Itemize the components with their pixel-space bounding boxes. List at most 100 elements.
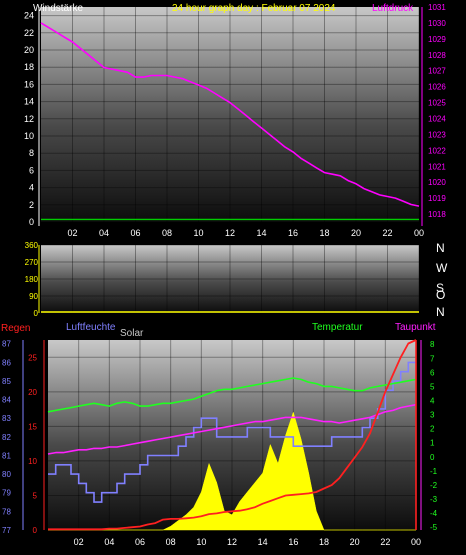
wind-tick-label: 8: [29, 148, 34, 158]
chart-title: 24 hour graph day : Februar 07 2024: [172, 3, 336, 14]
temperature-tick-label: 4: [430, 397, 435, 406]
rain-humidity-plot-area: [48, 340, 416, 530]
temperature-tick-label: 8: [430, 340, 435, 349]
pressure-tick-label: 1024: [428, 114, 446, 123]
pressure-tick-label: 1029: [428, 35, 446, 44]
wind-tick-label: 12: [24, 114, 34, 124]
direction-tick-label: 270: [25, 258, 39, 267]
time-tick-label-bottom: 02: [74, 537, 84, 547]
direction-tick-label: 360: [25, 241, 39, 250]
wind-tick-label: 14: [24, 97, 34, 107]
rain-tick-label: 20: [28, 388, 37, 397]
pressure-tick-label: 1026: [428, 83, 446, 92]
humidity-tick-label: 81: [2, 451, 11, 460]
direction-tick-label: 0: [34, 309, 39, 318]
time-tick-label-bottom: 16: [288, 537, 298, 547]
pressure-tick-label: 1023: [428, 130, 446, 139]
direction-tick-label: 180: [25, 275, 39, 284]
pressure-line: [40, 22, 420, 207]
wind-tick-label: 10: [24, 131, 34, 141]
wind-direction-plot-area: [41, 245, 419, 313]
rain-tick-label: 10: [28, 457, 37, 466]
time-tick-label-top: 08: [162, 228, 172, 238]
time-tick-label-bottom: 08: [166, 537, 176, 547]
time-tick-label-bottom: 20: [350, 537, 360, 547]
humidity-line: [48, 361, 416, 503]
rain-tick-label: 15: [28, 422, 37, 431]
temperature-tick-label: 1: [430, 439, 435, 448]
humidity-tick-label: 78: [2, 507, 11, 516]
wind-pressure-plot-area: [41, 7, 419, 222]
temperature-tick-label: -4: [430, 509, 438, 518]
time-tick-label-top: 20: [351, 228, 361, 238]
compass-label-w: W: [436, 261, 448, 275]
temperature-tick-label: 3: [430, 411, 435, 420]
rain-tick-label: 0: [33, 526, 38, 535]
time-tick-label-top: 10: [193, 228, 203, 238]
wind-tick-label: 20: [24, 45, 34, 55]
time-tick-label-bottom: 04: [104, 537, 114, 547]
time-tick-label-top: 18: [319, 228, 329, 238]
time-tick-label-top: 02: [67, 228, 77, 238]
time-tick-label-bottom: 14: [258, 537, 268, 547]
humidity-tick-label: 83: [2, 414, 11, 423]
time-tick-label-top: 06: [130, 228, 140, 238]
pressure-tick-label: 1019: [428, 194, 446, 203]
humidity-tick-label: 77: [2, 526, 11, 535]
humidity-tick-label: 82: [2, 433, 11, 442]
wind-axis-label: Windstärke: [33, 3, 83, 14]
time-tick-label-bottom: 00: [411, 537, 421, 547]
time-tick-label-bottom: 12: [227, 537, 237, 547]
rain-tick-label: 5: [33, 491, 38, 500]
time-tick-label-bottom: 10: [196, 537, 206, 547]
temperature-tick-label: -1: [430, 467, 438, 476]
humidity-axis-label: Luftfeuchte: [66, 322, 116, 333]
time-tick-label-top: 22: [382, 228, 392, 238]
temperature-tick-label: -5: [430, 523, 438, 532]
pressure-axis-label: Luftdruck: [372, 3, 414, 14]
time-tick-label-top: 04: [99, 228, 109, 238]
wind-tick-label: 24: [24, 11, 34, 21]
wind-tick-label: 18: [24, 62, 34, 72]
pressure-tick-label: 1028: [428, 51, 446, 60]
wind-tick-label: 0: [29, 217, 34, 227]
compass-label-n-bottom: N: [436, 305, 445, 319]
temperature-tick-label: 2: [430, 425, 435, 434]
pressure-tick-label: 1031: [428, 3, 446, 12]
temperature-axis-label: Temperatur: [312, 322, 363, 333]
humidity-tick-label: 85: [2, 377, 11, 386]
temperature-tick-label: 6: [430, 368, 435, 377]
time-tick-label-top: 14: [256, 228, 266, 238]
time-tick-label-top: 16: [288, 228, 298, 238]
temperature-line: [47, 377, 417, 413]
pressure-tick-label: 1030: [428, 19, 446, 28]
compass-label-s: S: [436, 281, 444, 295]
temperature-tick-label: 7: [430, 354, 435, 363]
pressure-tick-label: 1021: [428, 162, 446, 171]
pressure-tick-label: 1025: [428, 99, 446, 108]
time-tick-label-bottom: 22: [380, 537, 390, 547]
pressure-tick-label: 1027: [428, 67, 446, 76]
wind-tick-label: 2: [29, 200, 34, 210]
humidity-tick-label: 79: [2, 489, 11, 498]
rain-line: [48, 339, 417, 531]
temperature-tick-label: -3: [430, 495, 438, 504]
humidity-tick-label: 86: [2, 358, 11, 367]
temperature-tick-label: 0: [430, 453, 435, 462]
wind-tick-label: 22: [24, 28, 34, 38]
time-tick-label-top: 00: [414, 228, 424, 238]
time-tick-label-bottom: 18: [319, 537, 329, 547]
wind-tick-label: 4: [29, 183, 34, 193]
temperature-tick-label: 5: [430, 382, 435, 391]
time-tick-label-bottom: 06: [135, 537, 145, 547]
dewpoint-axis-label: Taupunkt: [395, 322, 436, 333]
temperature-tick-label: -2: [430, 481, 438, 490]
wind-tick-label: 16: [24, 79, 34, 89]
solar-area: [48, 411, 416, 531]
humidity-tick-label: 80: [2, 470, 11, 479]
rain-tick-label: 25: [28, 353, 37, 362]
humidity-tick-label: 84: [2, 396, 11, 405]
dewpoint-line: [47, 403, 417, 455]
